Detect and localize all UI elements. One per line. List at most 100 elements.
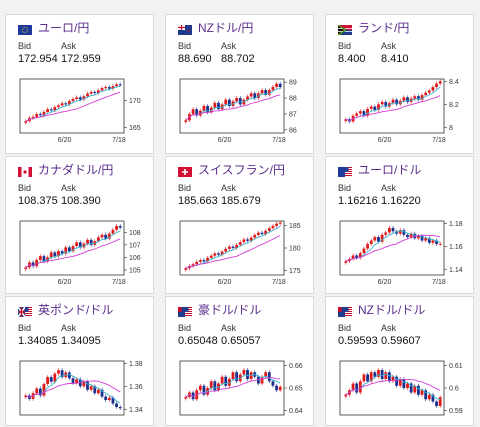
currency-pair-title[interactable]: 英ポンド/ドル: [38, 302, 114, 317]
x-tick-label: 7/18: [432, 137, 446, 144]
nz-flag-icon: [178, 22, 192, 35]
y-tick-label: 8: [449, 125, 453, 132]
rate-card[interactable]: 英ポンド/ドル Bid Ask 1.34085 1.34095 1.38 1.36 1.34: [5, 296, 154, 426]
candle-body: [417, 96, 420, 100]
candle-body: [86, 381, 89, 390]
candle-body: [24, 395, 28, 398]
candle-body: [107, 233, 111, 239]
price-labels: Bid Ask: [178, 41, 236, 51]
candle-body: [198, 110, 202, 116]
x-tick-label: 6/20: [218, 279, 232, 286]
candlestick-chart[interactable]: 89 88 87 86 6/20 7/18: [172, 71, 310, 145]
candle-body: [413, 96, 417, 99]
candle-body: [191, 109, 195, 114]
ask-value: 108.390: [61, 195, 101, 207]
rate-card[interactable]: 豪ドル/ドル Bid Ask 0.65048 0.65057 0.66 0.65 0.64: [165, 296, 314, 426]
price-values: 108.375 108.390: [18, 195, 101, 207]
y-tick-label: 0.64: [289, 408, 303, 415]
y-tick-label: 0.6: [449, 386, 459, 393]
candle-body: [384, 232, 388, 235]
candle-body: [427, 394, 431, 400]
x-tick-label: 7/18: [112, 279, 126, 286]
candle-body: [420, 95, 424, 100]
candle-body: [351, 383, 355, 391]
y-tick-label: 0.65: [289, 386, 303, 393]
candle-body: [257, 232, 260, 235]
candle-body: [271, 86, 275, 91]
candle-body: [49, 377, 53, 382]
candle-body: [86, 93, 89, 97]
card-header: スイスフラン/円: [178, 162, 285, 177]
currency-pair-title[interactable]: スイスフラン/円: [198, 162, 285, 177]
candle-body: [435, 401, 438, 406]
ch-flag-icon: [178, 164, 192, 177]
candlestick-chart[interactable]: 8.4 8.2 8 6/20 7/18: [332, 71, 470, 145]
candlestick-chart[interactable]: 1.18 1.16 1.14 6/20 7/18: [332, 213, 470, 287]
candlestick-chart[interactable]: 108 107 106 105 6/20 7/18: [12, 213, 150, 287]
candle-body: [75, 379, 79, 383]
candle-body: [380, 101, 384, 105]
rate-card[interactable]: ランド/円 Bid Ask 8.400 8.410 8.4 8.2 8 6/20 7/18: [325, 14, 474, 154]
candle-body: [217, 383, 220, 391]
rate-card[interactable]: ユーロ/円 Bid Ask 172.954 172.959 170 165 6/20 7/18: [5, 14, 154, 154]
ask-label: Ask: [221, 183, 237, 193]
price-values: 0.59593 0.59607: [338, 335, 421, 347]
au-us-flag-icon: [178, 304, 192, 317]
candle-body: [111, 397, 115, 404]
card-header: ランド/円: [337, 20, 410, 36]
candle-body: [191, 264, 195, 266]
currency-pair-title[interactable]: NZドル/円: [198, 20, 254, 35]
candlestick-chart[interactable]: 0.61 0.6 0.59: [332, 353, 470, 427]
candlestick-chart[interactable]: 0.66 0.65 0.64: [172, 353, 310, 427]
candle-body: [198, 260, 202, 262]
candle-body: [409, 233, 413, 238]
y-tick-label: 1.38: [129, 361, 143, 368]
rate-card[interactable]: NZドル/円 Bid Ask 88.690 88.702 89 88 87 86 6/20 7/18: [165, 14, 314, 154]
candle-body: [97, 389, 100, 394]
eu-flag-icon: [18, 22, 32, 35]
candle-body: [435, 83, 438, 88]
candle-body: [35, 114, 39, 117]
currency-pair-title[interactable]: NZドル/ドル: [358, 302, 426, 317]
candle-body: [24, 267, 28, 270]
candle-body: [377, 104, 380, 111]
currency-pair-title[interactable]: ランド/円: [358, 20, 410, 35]
card-header: ユーロ/円: [18, 20, 90, 35]
candle-body: [100, 234, 104, 238]
currency-pair-title[interactable]: ユーロ/ドル: [358, 162, 422, 177]
y-tick-label: 88: [289, 96, 297, 103]
candle-body: [427, 90, 431, 93]
candlestick-chart[interactable]: 185 180 175 6/20 7/18: [172, 213, 310, 287]
y-tick-label: 89: [289, 80, 297, 87]
ask-label: Ask: [381, 183, 397, 193]
candlestick-chart[interactable]: 1.38 1.36 1.34: [12, 353, 150, 427]
currency-pair-title[interactable]: 豪ドル/ドル: [198, 302, 262, 317]
candle-body: [278, 222, 282, 224]
bid-label: Bid: [338, 183, 352, 193]
candlestick-chart[interactable]: 170 165 6/20 7/18: [12, 71, 150, 145]
candle-body: [424, 390, 428, 400]
plot-frame: [179, 360, 285, 416]
candle-body: [424, 92, 428, 96]
bid-value: 108.375: [18, 195, 58, 207]
bid-value: 172.954: [18, 53, 58, 65]
price-values: 1.16216 1.16220: [338, 195, 421, 207]
candle-body: [97, 90, 100, 94]
candle-body: [271, 381, 275, 386]
currency-pair-title[interactable]: カナダドル/円: [38, 162, 114, 177]
y-tick-label: 106: [129, 255, 141, 262]
x-tick-label: 6/20: [378, 137, 392, 144]
candle-body: [60, 251, 64, 254]
rate-card[interactable]: ユーロ/ドル Bid Ask 1.16216 1.16220 1.18 1.16 1.14 6/…: [325, 156, 474, 294]
rate-card[interactable]: NZドル/ドル Bid Ask 0.59593 0.59607 0.61 0.6 0.59: [325, 296, 474, 426]
rate-card[interactable]: カナダドル/円 Bid Ask 108.375 108.390 108 107 106 105 6…: [5, 156, 154, 294]
candle-body: [249, 93, 253, 97]
candle-body: [369, 240, 373, 244]
rate-card[interactable]: スイスフラン/円 Bid Ask 185.663 185.679 185 180 175 6/2…: [165, 156, 314, 294]
candle-body: [31, 262, 35, 267]
y-tick-label: 170: [129, 98, 141, 105]
bid-label: Bid: [18, 323, 32, 333]
currency-pair-title[interactable]: ユーロ/円: [38, 20, 90, 35]
x-tick-label: 6/20: [218, 137, 232, 144]
bid-value: 1.16216: [338, 195, 378, 207]
